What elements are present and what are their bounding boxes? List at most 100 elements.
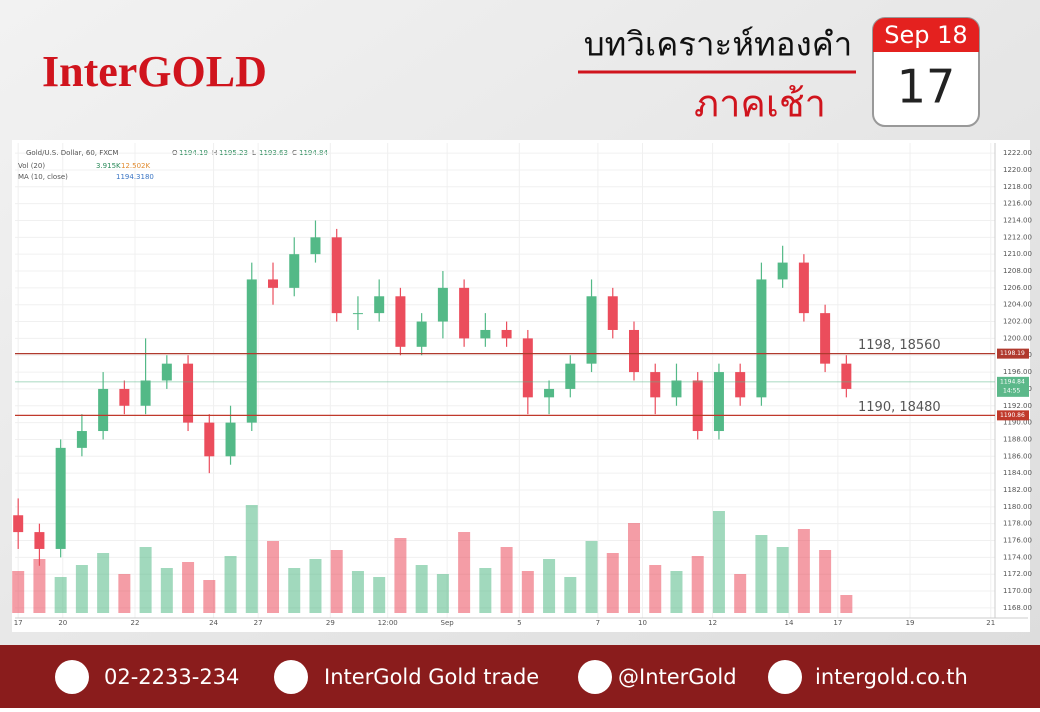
volume-bar [139, 547, 152, 613]
price-tag-label: 1194.84 [1000, 378, 1025, 385]
y-tick-label: 1218.00 [1003, 183, 1032, 191]
candle-body [586, 296, 597, 364]
x-tick-label: 5 [517, 619, 521, 627]
candle-body [671, 380, 682, 398]
price-tag [997, 348, 1029, 359]
y-tick-label: 1178.00 [1003, 520, 1032, 528]
y-tick-label: 1182.00 [1003, 486, 1032, 494]
footer: 02-2233-234 InterGold Gold trade @InterG… [55, 660, 968, 694]
x-tick-label: 24 [209, 619, 218, 627]
candle-body [98, 388, 109, 432]
volume-bar [118, 574, 131, 613]
y-tick-label: 1212.00 [1003, 233, 1032, 241]
candle-body [310, 237, 321, 255]
volume-bar [840, 595, 853, 613]
candle-body [161, 363, 172, 381]
x-tick-label: 22 [131, 619, 140, 627]
price-tag-label: 1190.86 [1000, 412, 1025, 419]
candle-body [777, 262, 788, 280]
volume-bar [267, 541, 280, 613]
price-tag [997, 410, 1029, 421]
candle-body [140, 380, 151, 406]
calendar-day: 17 [897, 60, 956, 114]
volume-bar [330, 550, 343, 613]
candle-body [289, 254, 300, 288]
x-tick-label: 17 [833, 619, 842, 627]
candle-body [352, 313, 363, 315]
volume-bar [97, 553, 110, 613]
line: @InterGold [618, 665, 737, 689]
volume-bar [373, 577, 386, 613]
volume-value: 3.915K [96, 162, 121, 170]
x-tick-label: Sep [441, 619, 455, 627]
candle-body [841, 363, 852, 389]
volume-bar [649, 565, 662, 613]
volume-bar [500, 547, 513, 613]
candle-body [331, 237, 342, 314]
candle-body [735, 372, 746, 398]
x-tick-label: 10 [638, 619, 647, 627]
y-tick-label: 1176.00 [1003, 537, 1032, 545]
candle-body [437, 287, 448, 322]
chart-legend: Gold/U.S. Dollar, 60, FXCM Vol (20) 3.91… [18, 149, 154, 181]
y-tick-label: 1214.00 [1003, 216, 1032, 224]
level-label: 1198, 18560 [858, 338, 941, 353]
y-tick-label: 1204.00 [1003, 301, 1032, 309]
volume-bar [797, 529, 810, 613]
volume-bar [776, 547, 789, 613]
y-tick-label: 1206.00 [1003, 284, 1032, 292]
x-tick-label: 29 [326, 619, 335, 627]
facebook-icon [274, 660, 308, 694]
candle-body [119, 388, 130, 406]
volume-bar [12, 571, 25, 613]
candle-body [650, 372, 661, 398]
y-tick-label: 1174.00 [1003, 553, 1032, 561]
volume-bar [309, 559, 322, 613]
volume-bar [543, 559, 556, 613]
ma-name: MA (10, close) [18, 173, 68, 181]
web-icon [768, 660, 802, 694]
y-tick-label: 1216.00 [1003, 200, 1032, 208]
candle-body [225, 422, 236, 457]
y-tick-label: 1222.00 [1003, 149, 1032, 157]
candle-body [34, 532, 45, 549]
chart-panel [12, 140, 1030, 632]
calendar-month: Sep 18 [884, 21, 967, 49]
y-tick-label: 1170.00 [1003, 587, 1032, 595]
volume-bar [712, 511, 725, 613]
level-label: 1190, 18480 [858, 400, 941, 415]
calendar-top [873, 18, 979, 52]
volume-bar [160, 568, 173, 613]
volume-bar [691, 556, 704, 613]
volume-bar [182, 562, 195, 613]
volume-bar [288, 568, 301, 613]
candle-body [501, 329, 512, 339]
candle-body [204, 422, 215, 457]
volume-bar [606, 553, 619, 613]
x-tick-label: 7 [596, 619, 600, 627]
volume-value: 12.502K [121, 162, 150, 170]
candle-body [692, 380, 703, 432]
plot: O1194.19H1195.23L1193.63C1194.841168.001… [12, 143, 1032, 627]
volume-bar [458, 532, 471, 613]
y-tick-label: 1188.00 [1003, 435, 1032, 443]
candle-body [713, 372, 724, 432]
candle-body [459, 287, 470, 339]
y-tick-label: 1192.00 [1003, 402, 1032, 410]
y-tick-label: 1208.00 [1003, 267, 1032, 275]
candle-body [55, 447, 66, 549]
volume-bar [351, 571, 364, 613]
candle-body [798, 262, 809, 314]
y-tick-label: 1220.00 [1003, 166, 1032, 174]
volume-bar [75, 565, 88, 613]
x-tick-label: 17 [14, 619, 23, 627]
phone-icon [55, 660, 89, 694]
y-tick-label: 1190.00 [1003, 419, 1032, 427]
candle-body [565, 363, 576, 389]
volume-bar [54, 577, 67, 613]
volume-bar [394, 538, 407, 613]
volume-bar [819, 550, 832, 613]
y-tick-label: 1202.00 [1003, 318, 1032, 326]
x-tick-label: 19 [906, 619, 915, 627]
y-tick-label: 1200.00 [1003, 334, 1032, 342]
